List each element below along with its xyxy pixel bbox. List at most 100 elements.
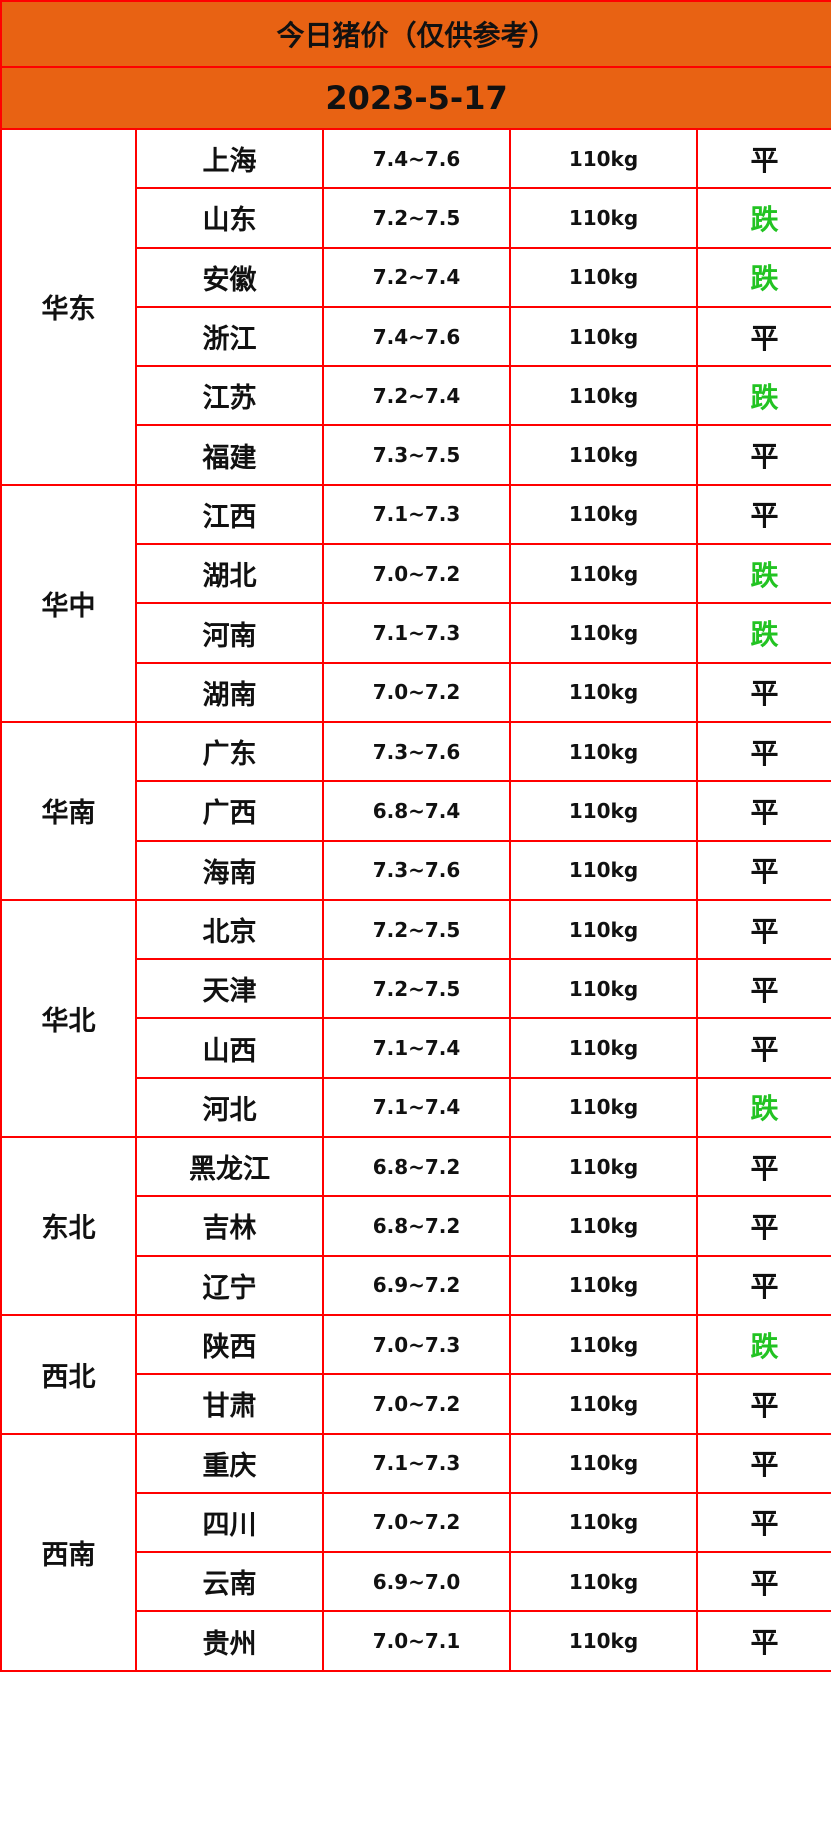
price-cell: 7.2~7.4 [322,246,511,308]
province-cell: 广东 [135,720,324,783]
region-cell: 西北 [0,1313,137,1435]
price-cell: 7.0~7.2 [322,1491,511,1554]
price-cell: 7.1~7.4 [322,1076,511,1139]
province-cell: 吉林 [135,1195,324,1257]
table-row: 福建 7.3~7.5 110kg 平 [1,424,831,486]
price-cell: 6.9~7.2 [322,1254,511,1316]
price-cell: 7.0~7.2 [322,543,511,605]
table-row: 山西 7.1~7.4 110kg 平 [1,1017,831,1079]
table-row: 云南 6.9~7.0 110kg 平 [1,1551,831,1613]
province-cell: 云南 [135,1551,324,1613]
price-cell: 7.0~7.1 [322,1610,511,1672]
province-cell: 陕西 [135,1313,324,1376]
weight-cell: 110kg [509,305,698,368]
table-row: 西北 陕西 7.0~7.3 110kg 跌 [0,1313,831,1435]
weight-cell: 110kg [509,1610,698,1672]
trend-cell: 平 [695,839,831,901]
region-cell: 华南 [0,720,137,901]
table-row: 河北 7.1~7.4 110kg 跌 [1,1076,831,1139]
weight-cell: 110kg [509,839,698,901]
trend-cell: 跌 [695,365,831,427]
table-row: 华南 广东 7.3~7.6 110kg 平 [0,720,831,901]
table-row: 甘肃 7.0~7.2 110kg 平 [1,1373,831,1435]
trend-cell: 平 [695,127,831,190]
price-cell: 6.8~7.2 [322,1136,511,1198]
trend-cell: 平 [695,1136,831,1198]
province-cell: 辽宁 [135,1254,324,1316]
trend-cell: 跌 [695,1076,831,1139]
province-cell: 浙江 [135,305,324,368]
price-cell: 6.8~7.2 [322,1195,511,1257]
trend-cell: 平 [695,1254,831,1316]
price-cell: 7.1~7.3 [322,602,511,664]
trend-cell: 跌 [695,187,831,249]
province-cell: 贵州 [135,1610,324,1672]
weight-cell: 110kg [509,661,698,723]
region-cell: 华中 [0,483,137,723]
province-cell: 黑龙江 [135,1136,324,1198]
table-row: 吉林 6.8~7.2 110kg 平 [1,1195,831,1257]
province-cell: 山西 [135,1017,324,1079]
weight-cell: 110kg [509,1551,698,1613]
province-cell: 河北 [135,1076,324,1139]
trend-cell: 平 [695,1373,831,1435]
table-row: 河南 7.1~7.3 110kg 跌 [1,602,831,664]
weight-cell: 110kg [509,1432,698,1494]
price-cell: 7.0~7.2 [322,1373,511,1435]
trend-cell: 平 [695,305,831,368]
weight-cell: 110kg [509,720,698,783]
weight-cell: 110kg [509,424,698,486]
table-date: 2023-5-17 [0,66,831,130]
province-cell: 安徽 [135,246,324,308]
table-row: 浙江 7.4~7.6 110kg 平 [1,305,831,368]
weight-cell: 110kg [509,1254,698,1316]
price-cell: 6.9~7.0 [322,1551,511,1613]
table-row: 广西 6.8~7.4 110kg 平 [1,780,831,842]
price-cell: 7.3~7.5 [322,424,511,486]
weight-cell: 110kg [509,780,698,842]
weight-cell: 110kg [509,365,698,427]
trend-cell: 平 [695,958,831,1020]
weight-cell: 110kg [509,1313,698,1376]
weight-cell: 110kg [509,1373,698,1435]
province-cell: 福建 [135,424,324,486]
trend-cell: 平 [695,1610,831,1672]
table-row: 山东 7.2~7.5 110kg 跌 [1,187,831,249]
weight-cell: 110kg [509,958,698,1020]
province-cell: 江苏 [135,365,324,427]
table-row: 湖南 7.0~7.2 110kg 平 [1,661,831,723]
province-cell: 天津 [135,958,324,1020]
trend-cell: 跌 [695,246,831,308]
table-row: 江苏 7.2~7.4 110kg 跌 [1,365,831,427]
weight-cell: 110kg [509,1491,698,1554]
table-row: 西南 重庆 7.1~7.3 110kg 平 [0,1432,831,1672]
trend-cell: 平 [695,720,831,783]
table-row: 华北 北京 7.2~7.5 110kg 平 [0,898,831,1139]
table-row: 海南 7.3~7.6 110kg 平 [1,839,831,901]
trend-cell: 平 [695,1017,831,1079]
price-cell: 6.8~7.4 [322,780,511,842]
price-cell: 7.2~7.5 [322,898,511,961]
region-cell: 西南 [0,1432,137,1672]
trend-cell: 平 [695,661,831,723]
table-row: 华中 江西 7.1~7.3 110kg 平 [0,483,831,723]
table-row: 华东 上海 7.4~7.6 110kg 平 [0,127,831,486]
price-cell: 7.1~7.3 [322,483,511,546]
region-cell: 华北 [0,898,137,1139]
price-cell: 7.2~7.4 [322,365,511,427]
price-cell: 7.2~7.5 [322,187,511,249]
weight-cell: 110kg [509,246,698,308]
province-cell: 重庆 [135,1432,324,1494]
province-cell: 江西 [135,483,324,546]
table-row: 安徽 7.2~7.4 110kg 跌 [1,246,831,308]
price-cell: 7.4~7.6 [322,127,511,190]
weight-cell: 110kg [509,127,698,190]
weight-cell: 110kg [509,1136,698,1198]
province-cell: 河南 [135,602,324,664]
trend-cell: 平 [695,898,831,961]
trend-cell: 平 [695,1432,831,1494]
province-cell: 北京 [135,898,324,961]
weight-cell: 110kg [509,1076,698,1139]
trend-cell: 跌 [695,543,831,605]
trend-cell: 平 [695,1491,831,1554]
